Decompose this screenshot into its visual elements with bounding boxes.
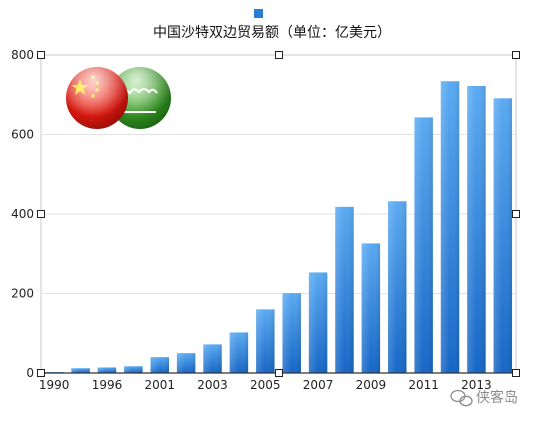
bar-shade xyxy=(176,353,196,373)
bar-shade xyxy=(414,117,433,373)
bar-shade xyxy=(150,357,169,373)
bar-shade xyxy=(203,344,222,373)
bar-shade xyxy=(124,366,143,373)
bar xyxy=(71,368,90,373)
legend-marker xyxy=(254,9,263,18)
x-axis-ticks: 1990 1996 2001 2003 2005 2007 2009 2011 2013 xyxy=(39,378,492,392)
bar xyxy=(256,309,275,373)
x-tick-label: 2005 xyxy=(250,378,281,392)
x-tick-label: 2001 xyxy=(144,378,175,392)
saudi-flag-icon xyxy=(109,67,171,129)
bar xyxy=(440,81,460,374)
x-tick-label: 2007 xyxy=(303,378,334,392)
selection-handles[interactable] xyxy=(37,51,520,377)
china-flag-icon xyxy=(66,67,128,129)
bar xyxy=(203,344,222,373)
y-tick-label: 400 xyxy=(11,207,34,221)
bar xyxy=(97,367,117,373)
bar xyxy=(150,357,169,373)
bar xyxy=(229,332,249,373)
bar xyxy=(335,206,354,373)
bars xyxy=(44,81,513,374)
x-tick-label: 2009 xyxy=(356,378,387,392)
bar-shade xyxy=(335,206,354,373)
y-tick-label: 800 xyxy=(11,48,34,62)
bar xyxy=(388,201,407,373)
bar xyxy=(414,117,433,373)
y-tick-label: 600 xyxy=(11,128,34,142)
x-tick-label: 2013 xyxy=(461,378,492,392)
bar xyxy=(124,366,143,373)
bar-shade xyxy=(388,201,407,373)
bar-shade xyxy=(97,367,117,373)
bar-shade xyxy=(467,86,486,373)
bar xyxy=(282,293,301,373)
y-tick-label: 0 xyxy=(26,366,34,380)
bar xyxy=(308,272,328,373)
wechat-icon xyxy=(450,389,473,407)
y-axis-ticks: 0 200 400 600 800 xyxy=(11,48,34,380)
bar-shade xyxy=(308,272,328,373)
bar-shade xyxy=(71,368,90,373)
x-tick-label: 1990 xyxy=(39,378,70,392)
bar xyxy=(361,243,381,373)
bar-shade xyxy=(361,243,381,373)
watermark-text: 侠客岛 xyxy=(476,389,518,406)
watermark: 侠客岛 xyxy=(450,389,518,407)
chart-title: 中国沙特双边贸易额（单位：亿美元） xyxy=(153,25,391,41)
x-tick-label: 2011 xyxy=(408,378,439,392)
y-tick-label: 200 xyxy=(11,287,34,301)
bar xyxy=(467,86,486,373)
bar-shade xyxy=(493,98,513,373)
bar-shade xyxy=(440,81,460,374)
gridlines xyxy=(41,134,516,294)
bar-shade xyxy=(282,293,301,373)
bar-shade xyxy=(229,332,249,373)
bar-shade xyxy=(256,309,275,373)
bar xyxy=(176,353,196,373)
x-tick-label: 2003 xyxy=(197,378,228,392)
bar xyxy=(493,98,513,373)
x-tick-label: 1996 xyxy=(92,378,123,392)
